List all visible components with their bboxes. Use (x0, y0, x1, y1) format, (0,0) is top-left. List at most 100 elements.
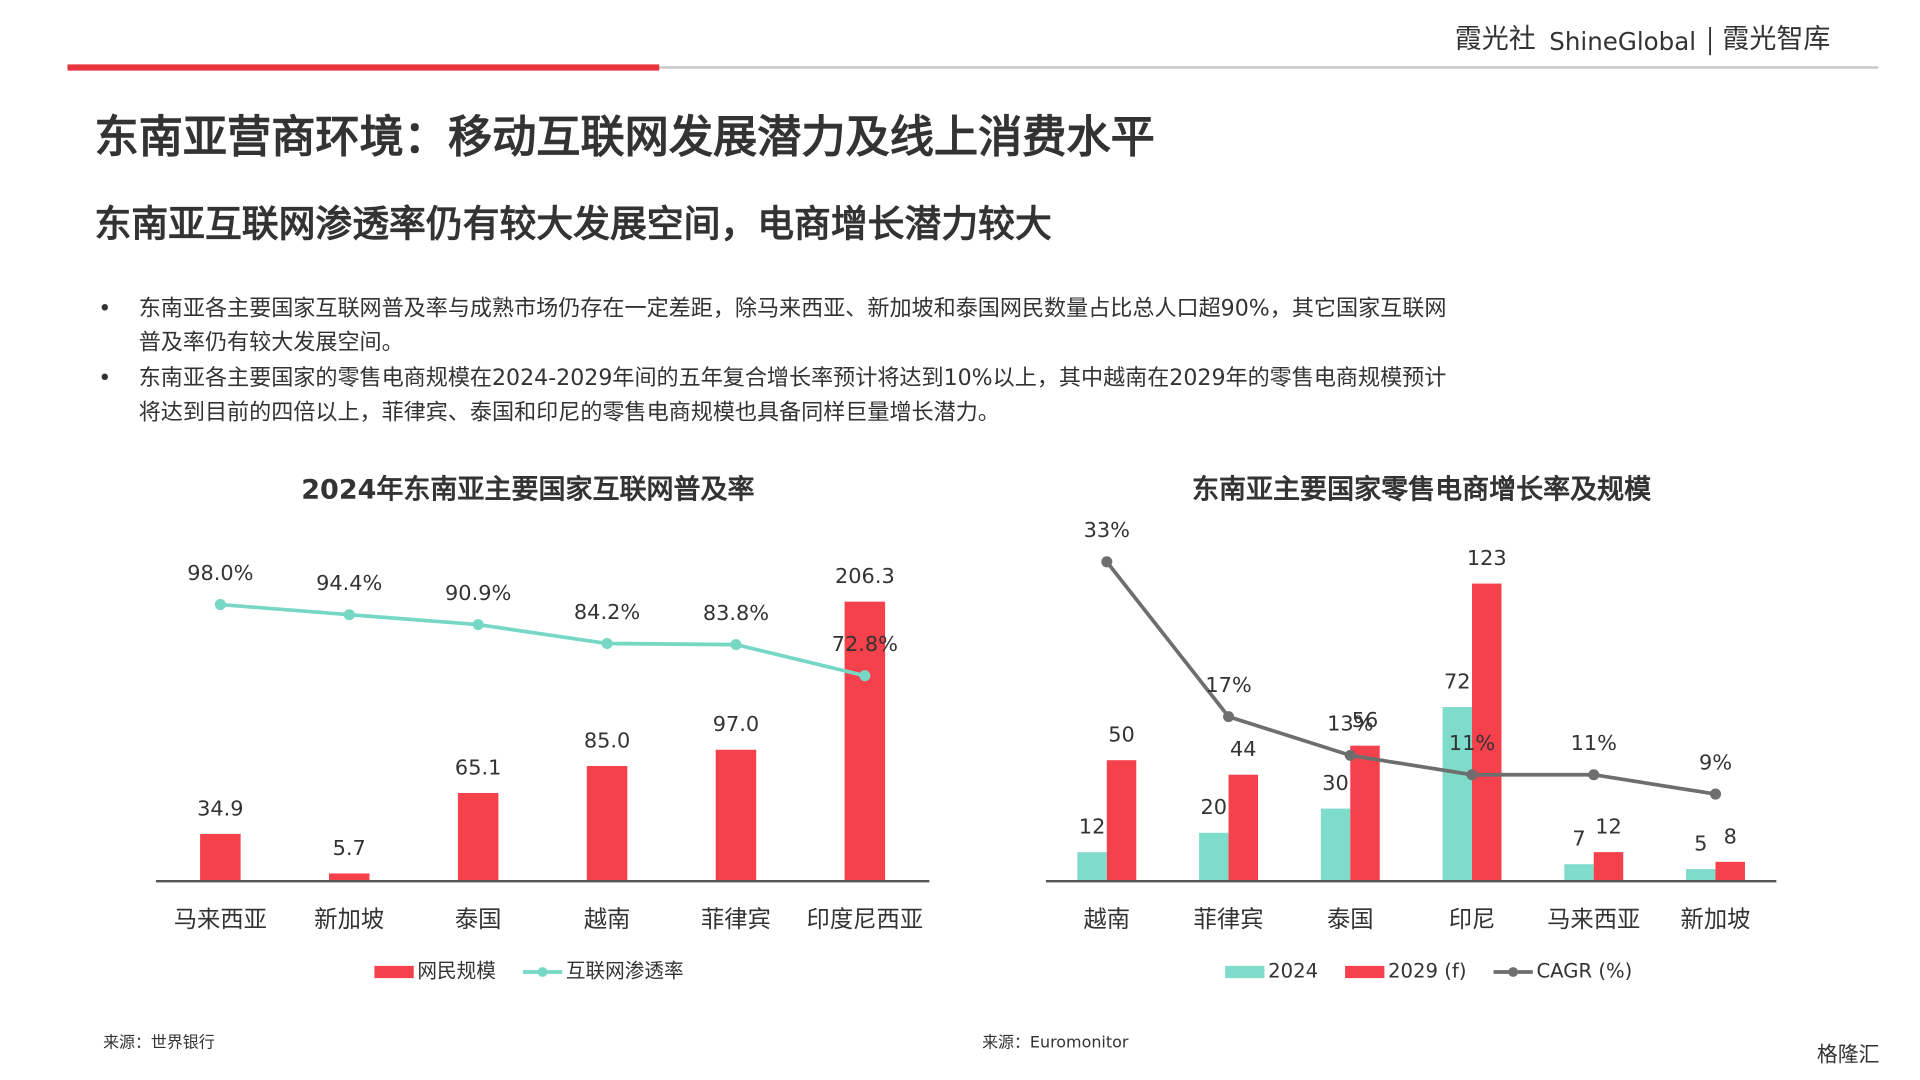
title: 东南亚营商环境：移动互联网发展潜力及线上消费水平 (95, 112, 1155, 163)
line (1105, 560, 1716, 796)
data-label: 7 (1572, 827, 1585, 851)
bar (329, 873, 370, 882)
bar (844, 601, 886, 882)
bullet-dot: • (98, 295, 111, 321)
data-label: 5.7 (333, 836, 366, 860)
line-marker (214, 599, 226, 611)
legend-swatch (1508, 967, 1519, 977)
line-marker (1344, 749, 1356, 761)
bullet-dot: • (98, 365, 111, 391)
data-label: 20 (1201, 795, 1228, 819)
source: 来源：Euromonitor (982, 1033, 1129, 1052)
data-label: 206.3 (835, 564, 895, 588)
data-label: 30 (1322, 771, 1349, 795)
line-marker (859, 670, 871, 682)
line (220, 602, 866, 678)
x-tick-label: 马来西亚 (174, 906, 267, 933)
x-tick-label: 菲律宾 (1194, 906, 1264, 933)
bar (1564, 864, 1594, 882)
legend-label: 互联网渗透率 (566, 960, 684, 983)
line-marker (1466, 769, 1478, 781)
x-tick-label: 越南 (584, 906, 631, 933)
legend-label: 2029 (f) (1388, 960, 1466, 983)
data-label: 13% (1327, 712, 1373, 736)
data-label: 85.0 (584, 728, 630, 752)
x-tick-label: 印尼 (1449, 906, 1496, 933)
bullet-line: 东南亚各主要国家互联网普及率与成熟市场仍存在一定差距，除马来西亚、新加坡和泰国网… (139, 295, 1447, 321)
x-tick-label: 新加坡 (1681, 906, 1751, 933)
legend-swatch (374, 965, 414, 979)
bar (1442, 706, 1473, 882)
data-label: 34.9 (197, 796, 243, 820)
think-tank: 霞光智库 (1722, 24, 1830, 55)
legend-label: 2024 (1268, 960, 1318, 983)
bar (1593, 852, 1624, 882)
legend-swatch (1345, 965, 1385, 979)
data-label: 5 (1694, 832, 1707, 856)
bar (1077, 852, 1107, 882)
subtitle: 东南亚互联网渗透率仍有较大发展空间，电商增长潜力较大 (95, 202, 1052, 245)
bar (200, 833, 241, 882)
x-tick-label: 新加坡 (314, 906, 384, 933)
bullet-line: 将达到目前的四倍以上，菲律宾、泰国和印尼的零售电商规模也具备同样巨量增长潜力。 (139, 400, 1000, 426)
data-label: 98.0% (187, 561, 253, 585)
brand: 霞光社 (1455, 24, 1536, 55)
data-label: 56 (1352, 708, 1379, 732)
data-label: 12 (1079, 815, 1106, 839)
x-tick-label: 菲律宾 (701, 906, 771, 933)
data-label: 12 (1595, 815, 1622, 839)
data-label: 8 (1724, 824, 1737, 848)
line-marker (343, 609, 355, 621)
data-label: 44 (1230, 737, 1257, 761)
data-label: 9% (1699, 750, 1732, 774)
data-label: 83.8% (703, 601, 769, 625)
line-marker (601, 637, 613, 650)
line-marker (1709, 788, 1722, 800)
legend-label: CAGR (%) (1536, 960, 1632, 983)
chart-title: 2024年东南亚主要国家互联网普及率 (301, 473, 754, 505)
data-label: 72 (1444, 669, 1471, 693)
line-marker (1223, 711, 1235, 723)
legend-swatch (537, 967, 548, 977)
x-tick-label: 泰国 (455, 906, 502, 933)
bar (715, 749, 757, 882)
line-marker (1101, 556, 1113, 568)
data-label: 72.8% (832, 632, 898, 656)
data-label: 84.2% (574, 600, 640, 624)
data-label: 11% (1571, 731, 1617, 755)
bullet-line: 普及率仍有较大发展空间。 (139, 330, 404, 356)
line-marker (472, 619, 484, 631)
data-label: 33% (1084, 518, 1130, 542)
bar (1106, 760, 1137, 882)
data-label: 17% (1205, 673, 1251, 697)
legend-swatch (1225, 965, 1265, 979)
x-tick-label: 马来西亚 (1547, 906, 1640, 933)
bar (1350, 745, 1380, 882)
bar (586, 766, 628, 882)
data-label: 94.4% (316, 571, 382, 595)
bar (1199, 832, 1229, 882)
bar (1686, 869, 1716, 882)
data-label: 50 (1108, 723, 1135, 747)
legend-label: 网民规模 (417, 960, 496, 983)
data-label: 90.9% (445, 581, 511, 605)
data-label: 123 (1467, 546, 1507, 570)
bar (1472, 583, 1502, 882)
bar (1320, 808, 1351, 882)
brand-en: ShineGlobal (1549, 27, 1696, 56)
chart-title: 东南亚主要国家零售电商增长率及规模 (1192, 473, 1651, 505)
data-label: 11% (1449, 731, 1495, 755)
bar (1715, 861, 1745, 882)
bullet-line: 东南亚各主要国家的零售电商规模在2024-2029年间的五年复合增长率预计将达到… (139, 365, 1447, 391)
line-marker (1588, 769, 1600, 781)
bar (1228, 774, 1259, 882)
x-tick-label: 泰国 (1327, 906, 1374, 933)
line-marker (730, 639, 742, 651)
watermark: 格隆汇 (1817, 1042, 1880, 1066)
data-label: 65.1 (455, 755, 501, 779)
x-tick-label: 越南 (1083, 906, 1130, 933)
source: 来源：世界银行 (103, 1033, 215, 1052)
data-label: 97.0 (713, 712, 759, 736)
x-tick-label: 印度尼西亚 (807, 906, 924, 933)
